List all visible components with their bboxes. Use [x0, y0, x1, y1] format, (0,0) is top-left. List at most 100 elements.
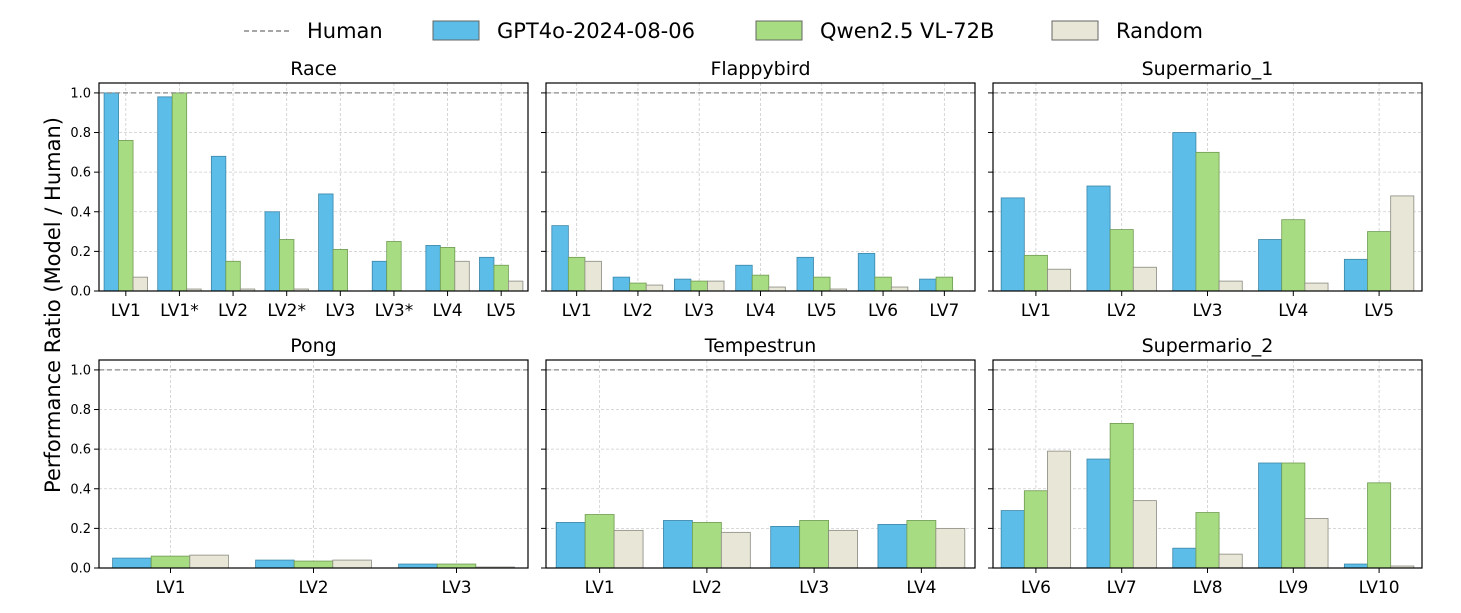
x-tick-label: LV3	[325, 301, 355, 321]
bar-race-qwen2-5-vl-72b-lv4	[439, 247, 456, 292]
bar-flappybird-gpt4o-2024-08-06-lv3	[673, 278, 692, 292]
x-tick-label: LV3*	[375, 301, 414, 321]
bar-supermario-2-gpt4o-2024-08-06-lv8	[1172, 547, 1197, 569]
bar-flappybird-qwen2-5-vl-72b-lv1	[567, 256, 586, 292]
bar-pong-gpt4o-2024-08-06-lv2	[255, 559, 295, 569]
bar-supermario-2-qwen2-5-vl-72b-lv9	[1281, 462, 1306, 569]
panel-title: Supermario_1	[1142, 58, 1274, 80]
bar-flappybird-gpt4o-2024-08-06-lv4	[735, 264, 753, 292]
x-tick-label: LV3	[684, 301, 714, 321]
bar-supermario-2-random-lv6	[1047, 450, 1072, 569]
bar-supermario-1-gpt4o-2024-08-06-lv5	[1343, 258, 1368, 292]
x-tick-label: LV4	[1278, 301, 1308, 321]
bar-flappybird-qwen2-5-vl-72b-lv2	[629, 282, 647, 292]
y-tick-label: 1.0	[70, 86, 91, 101]
bar-race-qwen2-5-vl-72b-lv1	[118, 140, 134, 292]
x-tick-label: LV3	[441, 578, 471, 598]
legend-label: Human	[307, 19, 383, 43]
x-tick-label: LV4	[906, 578, 936, 598]
legend-item-random: Random	[1051, 19, 1203, 43]
bar-supermario-2-random-lv7	[1132, 500, 1157, 569]
legend-swatch	[755, 20, 803, 41]
bar-pong-random-lv2	[332, 559, 372, 569]
bar-tempestrun-random-lv1	[613, 529, 644, 569]
y-tick-label: 0.8	[70, 403, 91, 418]
legend: Human GPT4o-2024-08-06 Qwen2.5 VL-72B Rando…	[244, 19, 1203, 43]
bar-supermario-1-gpt4o-2024-08-06-lv3	[1172, 132, 1197, 292]
bar-pong-qwen2-5-vl-72b-lv1	[150, 555, 191, 569]
y-tick-label: 0.4	[70, 482, 91, 497]
bar-supermario-2-qwen2-5-vl-72b-lv7	[1109, 422, 1134, 569]
bar-pong-random-lv1	[189, 554, 229, 569]
bar-supermario-1-random-lv5	[1390, 195, 1415, 292]
x-tick-label: LV4	[745, 301, 775, 321]
x-tick-label: LV1	[155, 578, 185, 598]
y-tick-label: 0.2	[70, 245, 91, 260]
x-tick-label: LV2	[298, 578, 328, 598]
bar-race-qwen2-5-vl-72b-lv5	[493, 264, 509, 292]
bar-race-gpt4o-2024-08-06-lv1	[103, 92, 119, 292]
x-tick-label: LV5	[807, 301, 837, 321]
legend-swatch	[1051, 20, 1099, 41]
x-tick-label: LV10	[1359, 578, 1400, 598]
bar-tempestrun-gpt4o-2024-08-06-lv1	[555, 522, 586, 569]
bar-pong-gpt4o-2024-08-06-lv1	[112, 557, 152, 569]
bar-race-random-lv1	[132, 276, 148, 292]
bar-flappybird-qwen2-5-vl-72b-lv6	[874, 276, 892, 292]
x-tick-label: LV4	[433, 301, 463, 321]
bar-supermario-2-random-lv9	[1304, 518, 1329, 569]
bar-supermario-1-gpt4o-2024-08-06-lv1	[1000, 197, 1025, 292]
legend-label: Qwen2.5 VL-72B	[820, 19, 994, 43]
x-tick-label: LV1	[1021, 301, 1051, 321]
panel-frame	[98, 82, 529, 292]
legend-swatch	[432, 20, 480, 41]
y-tick-label: 0.0	[70, 285, 91, 300]
bar-race-qwen2-5-vl-72b-lv2	[279, 239, 295, 292]
x-tick-label: LV1	[562, 301, 592, 321]
bar-pong-qwen2-5-vl-72b-lv2	[293, 560, 334, 569]
x-tick-label: LV9	[1278, 578, 1308, 598]
bar-supermario-2-gpt4o-2024-08-06-lv9	[1258, 462, 1283, 569]
y-tick-label: 0.8	[70, 126, 91, 141]
y-tick-label: 0.4	[70, 205, 91, 220]
x-tick-label: LV1	[111, 301, 141, 321]
bar-flappybird-qwen2-5-vl-72b-lv5	[813, 276, 831, 292]
bar-race-qwen2-5-vl-72b-lv1	[171, 92, 188, 292]
bar-supermario-2-gpt4o-2024-08-06-lv6	[1000, 510, 1025, 569]
panel-title: Tempestrun	[704, 335, 817, 357]
x-tick-label: LV8	[1192, 578, 1222, 598]
panel-supermario-1: Supermario_1 LV1 LV2 LV3 LV4 LV5	[988, 58, 1423, 321]
x-tick-label: LV3	[799, 578, 829, 598]
x-tick-label: LV6	[1021, 578, 1051, 598]
bar-flappybird-random-lv3	[707, 280, 725, 292]
bar-flappybird-qwen2-5-vl-72b-lv4	[751, 274, 770, 292]
y-tick-label: 0.0	[70, 562, 91, 577]
bar-tempestrun-gpt4o-2024-08-06-lv2	[663, 520, 693, 569]
bar-tempestrun-random-lv2	[720, 531, 751, 569]
bar-supermario-1-random-lv4	[1304, 282, 1329, 292]
bar-supermario-1-qwen2-5-vl-72b-lv4	[1281, 219, 1306, 292]
bar-supermario-1-gpt4o-2024-08-06-lv2	[1086, 185, 1111, 292]
x-tick-label: LV2	[623, 301, 653, 321]
bar-supermario-1-qwen2-5-vl-72b-lv2	[1109, 229, 1134, 292]
bar-tempestrun-qwen2-5-vl-72b-lv1	[584, 514, 615, 569]
bar-supermario-1-qwen2-5-vl-72b-lv1	[1023, 254, 1048, 292]
y-tick-label: 0.6	[70, 166, 91, 181]
x-tick-label: LV5	[1364, 301, 1394, 321]
legend-label: Random	[1116, 19, 1203, 43]
bar-tempestrun-gpt4o-2024-08-06-lv3	[770, 526, 801, 569]
bar-supermario-1-gpt4o-2024-08-06-lv4	[1258, 239, 1283, 292]
bar-flappybird-gpt4o-2024-08-06-lv6	[857, 252, 876, 292]
legend-item-human: Human	[244, 19, 383, 43]
bar-race-gpt4o-2024-08-06-lv2	[264, 211, 280, 292]
bar-race-gpt4o-2024-08-06-lv1	[157, 96, 173, 292]
bar-race-gpt4o-2024-08-06-lv3	[318, 193, 334, 292]
x-tick-label: LV6	[868, 301, 898, 321]
panel-frame	[545, 359, 976, 569]
bar-supermario-2-random-lv8	[1218, 553, 1243, 569]
y-tick-label: 0.6	[70, 443, 91, 458]
x-tick-label: LV2	[692, 578, 722, 598]
x-tick-label: LV2	[1107, 301, 1137, 321]
y-axis-label: Performance Ratio (Model / Human)	[41, 117, 65, 493]
